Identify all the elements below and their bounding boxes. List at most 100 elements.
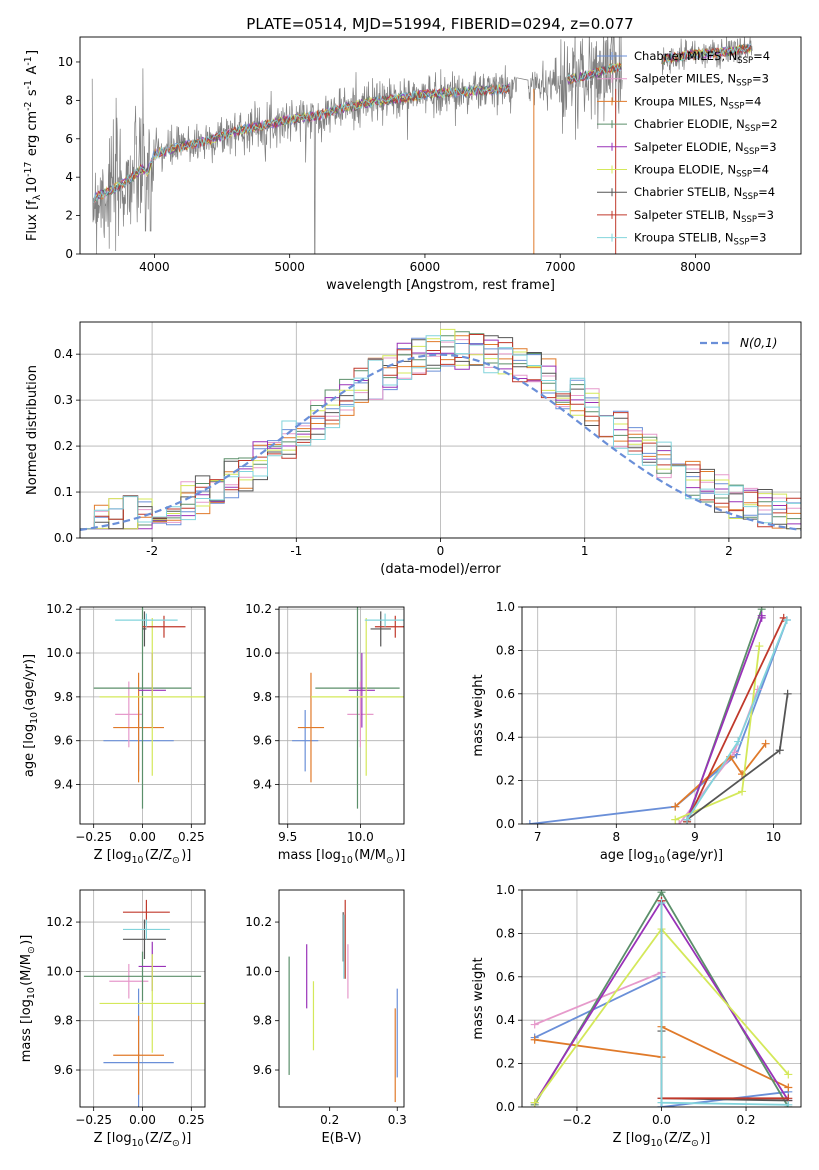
legend-subscript: SSP: [736, 79, 752, 89]
y-tick-label: 2: [65, 209, 73, 223]
y-tick-label: 10.0: [46, 964, 73, 978]
y-axis-label: Flux [fλ 10-17 erg cm-2 s-1 A-1 ]: [23, 50, 43, 241]
label-part: )]: [700, 1131, 710, 1146]
weight-point-kroupa_miles: [671, 802, 680, 811]
axes-frame: [79, 606, 206, 825]
label-script: λ: [32, 194, 43, 200]
label-script: 10: [132, 855, 144, 866]
label-script: ⊙: [172, 855, 180, 866]
weight-point-kroupa_elodie: [784, 1070, 793, 1079]
plot-area-residuals: [80, 322, 801, 538]
legend-label-kroupa_elodie: Kroupa ELODIE, NSSP=4: [634, 163, 769, 180]
label-script: 10: [653, 855, 665, 866]
legend-label-chabrier_miles: Chabrier MILES, NSSP=4: [634, 49, 770, 66]
y-tick-label: 10.0: [46, 646, 73, 660]
weight-line-chabrier_stelib: [660, 1031, 789, 1102]
y-tick-label: 9.8: [253, 690, 272, 704]
legend-label-kroupa_stelib: Kroupa STELIB, NSSP=3: [634, 231, 766, 248]
y-tick-label: 9.6: [253, 734, 272, 748]
weight-point-salpeter_miles: [675, 820, 684, 824]
label-script: ⊙: [691, 1138, 699, 1149]
y-tick-label: 8: [65, 93, 73, 107]
weight-point-kroupa_elodie: [530, 1098, 539, 1107]
label-part: mass weight: [471, 957, 486, 1039]
legend-subscript: SSP: [744, 147, 760, 157]
y-tick-label: 10.0: [245, 646, 272, 660]
axes-frame: [278, 889, 405, 1108]
axes-spectrum: 4000 5000 6000 7000 8000 0 2 4 6 8 10 wavelength [A…: [23, 36, 802, 293]
legend-value: =3: [757, 208, 774, 222]
label-part: mass [log: [19, 999, 34, 1062]
label-part: Z [log: [613, 1131, 651, 1146]
legend-label-salpeter_elodie: Salpeter ELODIE, NSSP=3: [634, 140, 777, 157]
label-part: (age/yr)]: [22, 654, 37, 711]
y-tick-label: 0.2: [496, 1057, 515, 1071]
x-axis-label: E(B-V): [321, 1131, 361, 1146]
legend-label-salpeter_stelib: Salpeter STELIB, NSSP=3: [634, 208, 774, 225]
label-part: Z [log: [94, 1131, 132, 1146]
y-tick-label: 9.4: [54, 778, 73, 792]
x-tick-label: 0.25: [178, 830, 205, 844]
weight-point-kroupa_stelib: [657, 899, 666, 908]
weight-point-kroupa_stelib: [784, 1100, 793, 1107]
label-part: Z [log: [94, 848, 132, 863]
axes-frame: [521, 606, 802, 825]
x-tick-label: 5000: [274, 260, 305, 274]
y-tick-label: 9.8: [54, 1014, 73, 1028]
x-axis-label: Z [log10 (Z/Z⊙ )]: [94, 848, 192, 866]
weight-point-kroupa_elodie: [671, 815, 680, 824]
axes-frame: [79, 36, 802, 255]
label-script: 10: [651, 1138, 663, 1149]
x-tick-label: 0.2: [320, 1113, 339, 1127]
histogram-kroupa_stelib: [80, 335, 801, 530]
legend-label-salpeter_miles: Salpeter MILES, NSSP=3: [634, 72, 769, 89]
y-axis-label: age [log10 (age/yr)]: [22, 654, 40, 777]
label-part: 10: [25, 177, 40, 194]
label-script: 10: [132, 1138, 144, 1149]
label-part: s: [25, 89, 40, 100]
label-script: ⊙: [172, 1138, 180, 1149]
label-script: 10: [26, 987, 37, 999]
legend-subscript: SSP: [734, 238, 750, 248]
y-tick-label: 0.6: [496, 687, 515, 701]
y-tick-label: 10.2: [46, 602, 73, 616]
y-tick-label: 0.4: [496, 1013, 515, 1027]
y-tick-label: 9.6: [54, 1063, 73, 1077]
normal-curve: [80, 353, 801, 531]
y-tick-label: 10.0: [245, 964, 272, 978]
x-axis-label: Z [log10 (Z/Z⊙ )]: [94, 1131, 192, 1149]
label-part: age [log: [600, 848, 653, 863]
y-tick-label: 10: [58, 55, 73, 69]
label-part: A: [25, 66, 40, 79]
label-part: ]: [25, 50, 40, 55]
label-script: -1: [23, 80, 34, 89]
label-part: (age/yr)]: [666, 848, 723, 863]
weight-point-kroupa_stelib: [657, 1098, 666, 1107]
x-tick-label: 10.0: [347, 830, 374, 844]
label-part: wavelength [Angstrom, rest frame]: [326, 278, 555, 293]
label-part: )]: [395, 848, 405, 863]
x-tick-label: -2: [146, 544, 158, 558]
legend-value: =4: [753, 49, 770, 63]
x-tick-label: 7000: [545, 260, 576, 274]
y-axis-label: mass [log10 (M/M⊙ )]: [19, 935, 37, 1063]
y-tick-label: 0.0: [496, 817, 515, 831]
weight-point-kroupa_stelib: [683, 815, 692, 824]
label-part: N(0,1): [740, 336, 777, 350]
weight-point-salpeter_elodie: [757, 611, 766, 620]
weight-point-chabrier_miles: [525, 820, 534, 824]
y-tick-label: 1.0: [496, 600, 515, 614]
plot-area-weights_vs_Z: [522, 890, 801, 1107]
axes-mass_vs_ebv: 0.2 0.3 9.6 9.8 10.0 10.2 E(B-V): [245, 889, 407, 1146]
x-tick-label: 9.5: [278, 830, 297, 844]
y-tick-label: 10.2: [46, 915, 73, 929]
legend-subscript: SSP: [745, 124, 761, 134]
y-tick-label: 0.2: [54, 439, 73, 453]
label-part: Flux [f: [25, 200, 40, 241]
y-tick-label: 4: [65, 170, 73, 184]
legend-subscript: SSP: [737, 56, 753, 66]
label-part: (Z/Z: [145, 1131, 172, 1146]
